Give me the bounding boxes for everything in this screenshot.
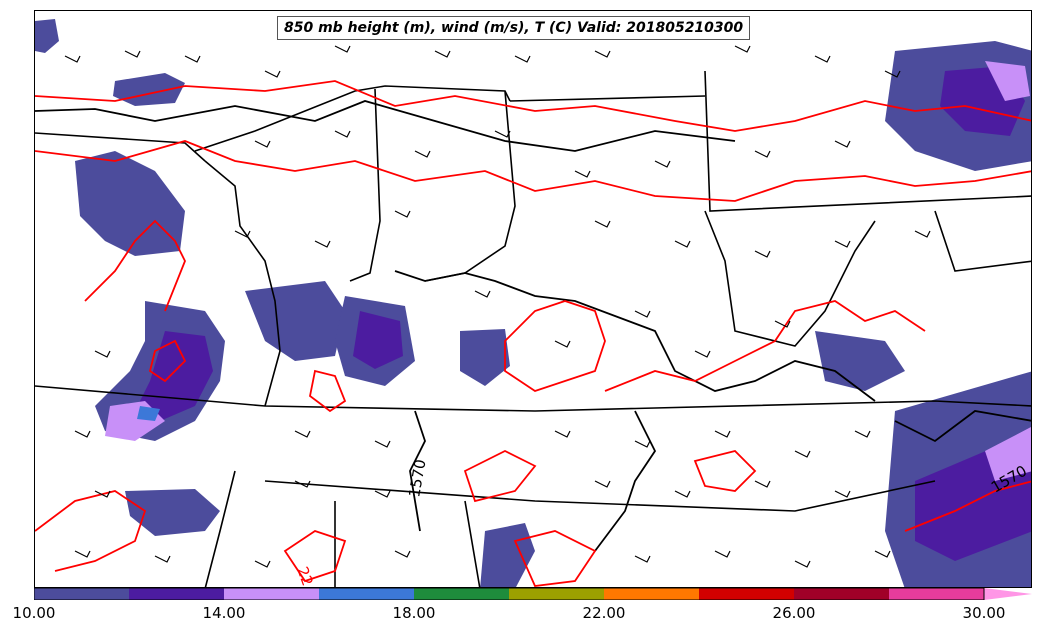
- colorbar-segment: [889, 588, 985, 600]
- colorbar-segment: [129, 588, 225, 600]
- colorbar-segment: [509, 588, 605, 600]
- temperature-contours: [35, 80, 1031, 587]
- colorbar-extend-arrow: [984, 588, 1032, 600]
- colorbar-segment: [794, 588, 890, 600]
- shade-region-va: [815, 331, 905, 391]
- shade-region-ky-dark: [353, 311, 403, 369]
- colorbar-segment: [319, 588, 415, 600]
- colorbar-segment: [604, 588, 700, 600]
- colorbar-tick-label: 18.00: [392, 604, 436, 622]
- wind-speed-shading: [35, 19, 1031, 587]
- map-canvas: 1570 1570 22: [35, 19, 1031, 588]
- height-contours: [35, 100, 1031, 552]
- shade-region-ms: [125, 489, 220, 536]
- colorbar-segment: [699, 588, 795, 600]
- shade-region-ne-light: [985, 61, 1030, 101]
- map-panel: 1570 1570 22: [34, 10, 1032, 588]
- colorbar-segment: [34, 588, 130, 600]
- shade-region-il-north: [113, 73, 185, 106]
- colorbar-outline: [34, 588, 985, 600]
- colorbar-tick-label: 26.00: [772, 604, 816, 622]
- shade-region-mo-blue: [137, 406, 160, 421]
- shade-region-se-light: [985, 427, 1031, 481]
- colorbar-segment: [414, 588, 510, 600]
- shade-region-il-west: [75, 151, 185, 256]
- colorbar-tick-label: 30.00: [962, 604, 1006, 622]
- wind-barbs: [64, 45, 931, 568]
- shade-region-ky-west: [245, 281, 345, 361]
- shade-region-ky-central: [460, 329, 510, 386]
- shade-region-ga: [480, 523, 535, 587]
- map-title: 850 mb height (m), wind (m/s), T (C) Val…: [277, 16, 751, 40]
- colorbar-segment: [224, 588, 320, 600]
- colorbar-tick-label: 10.00: [12, 604, 56, 622]
- temperature-label: 22: [293, 564, 316, 588]
- colorbar: [34, 588, 1032, 600]
- colorbar-tick-label: 14.00: [202, 604, 246, 622]
- shade-region-mo-core: [135, 331, 213, 421]
- shade-region-nw: [35, 19, 59, 53]
- colorbar-tick-label: 22.00: [582, 604, 626, 622]
- colorbar-segments: [34, 588, 985, 600]
